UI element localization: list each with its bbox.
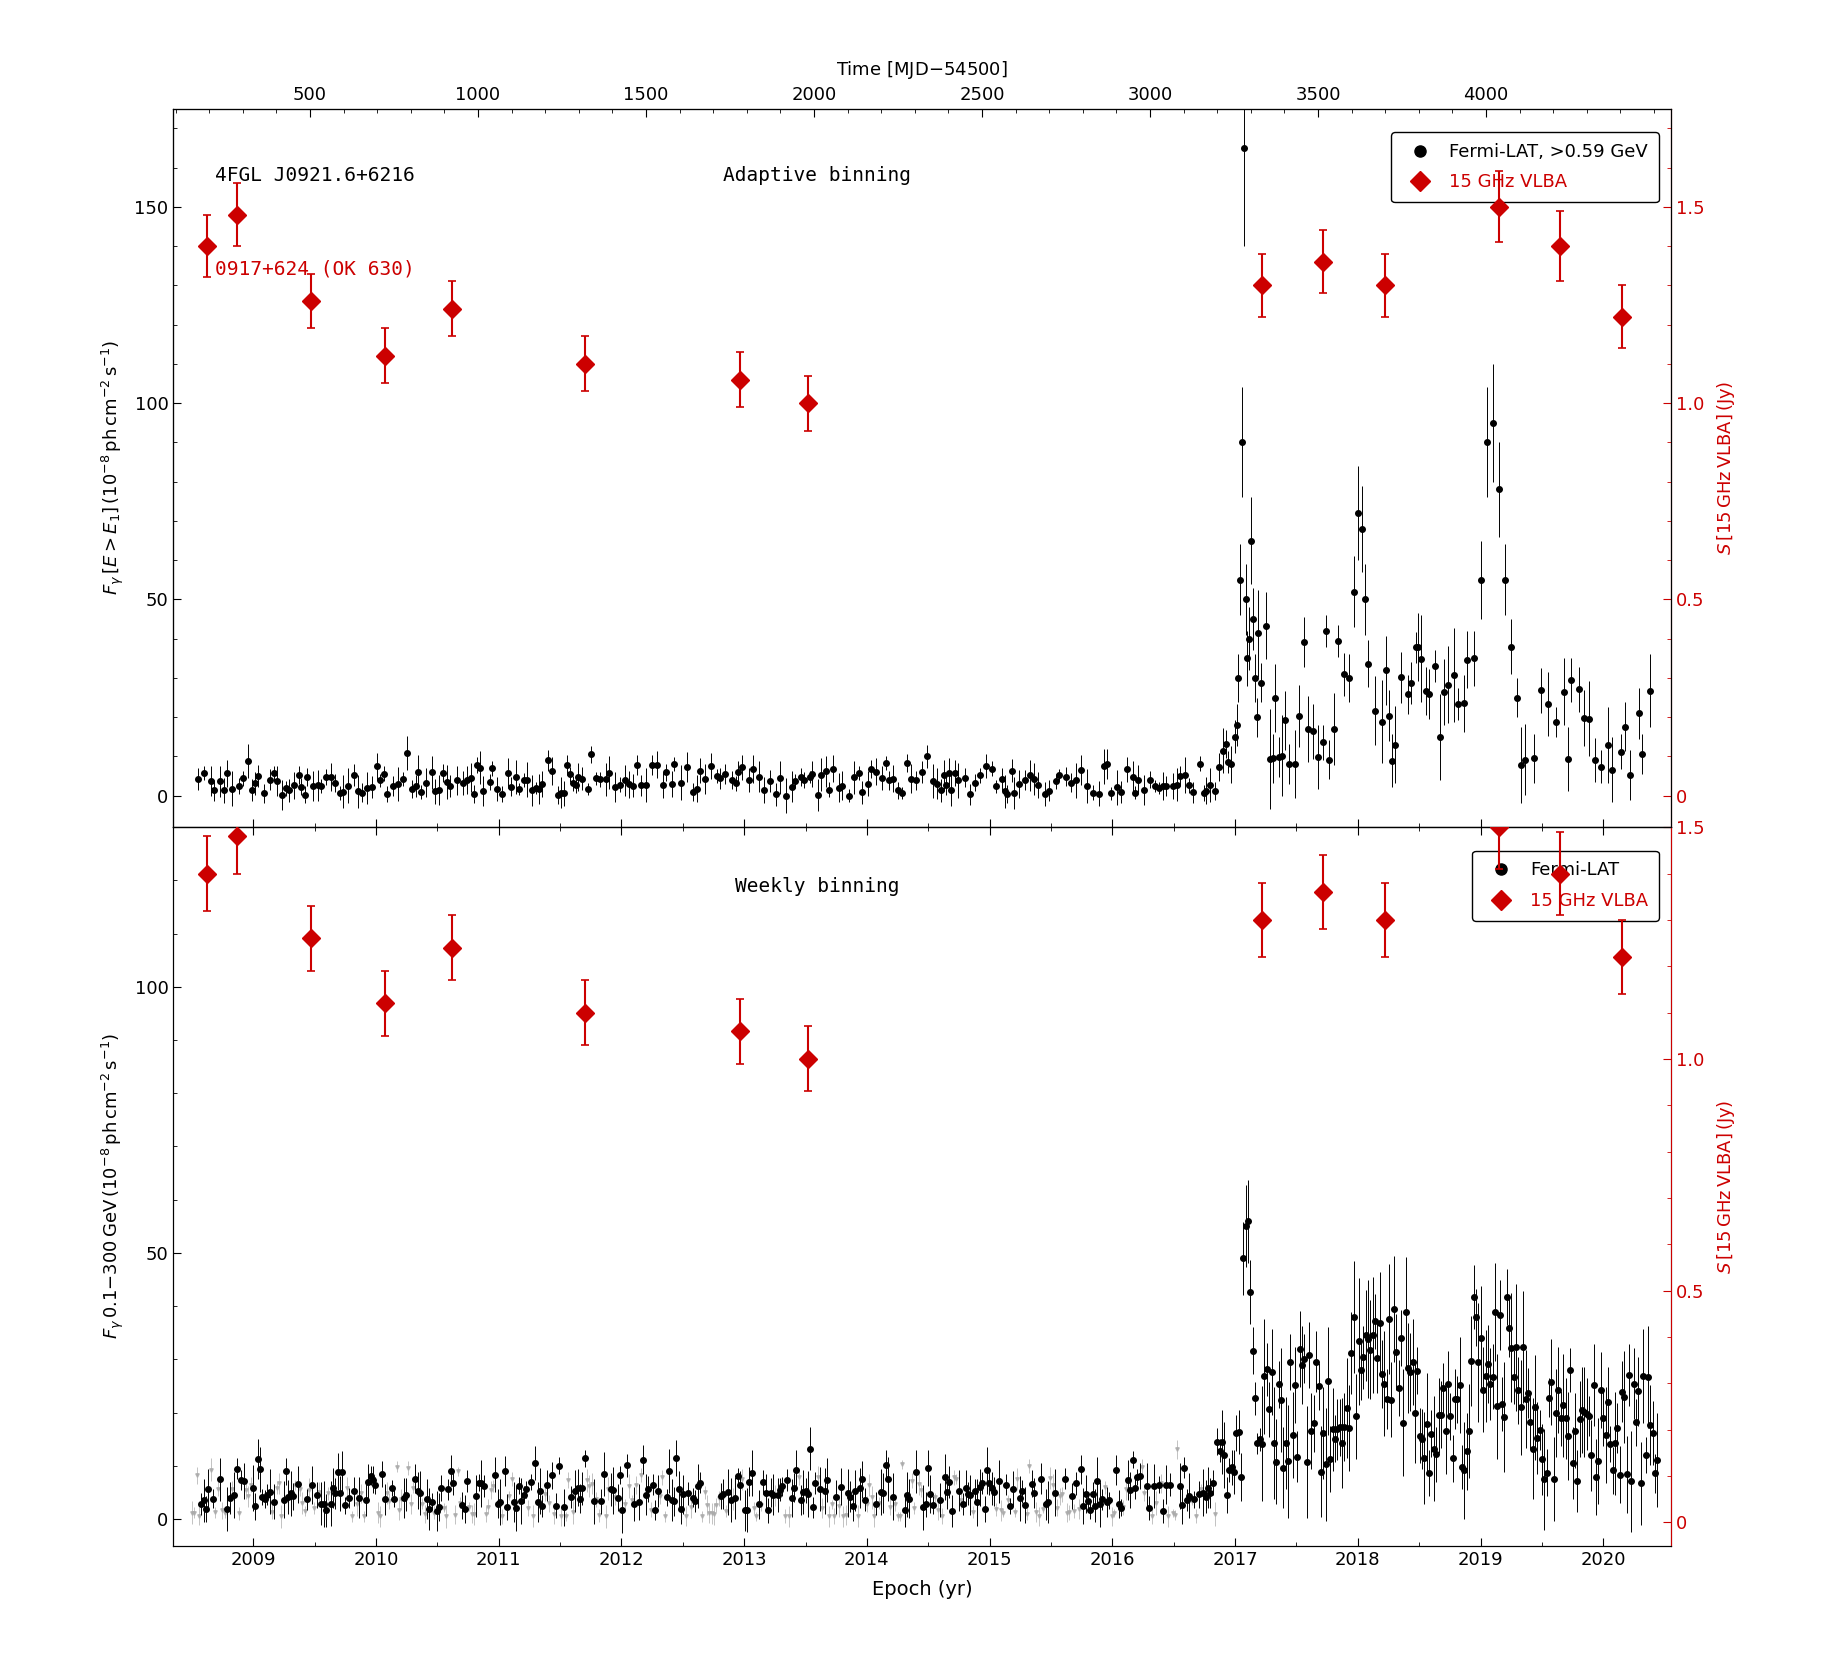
X-axis label: Epoch (yr): Epoch (yr) [871,1579,973,1599]
Legend: Fermi-LAT, 15 GHz VLBA: Fermi-LAT, 15 GHz VLBA [1472,851,1658,921]
Y-axis label: $F_{\gamma}\,0.1{-}300\,{\rm GeV}\,(10^{-8}\,{\rm ph\,cm^{-2}\,s^{-1}})$: $F_{\gamma}\,0.1{-}300\,{\rm GeV}\,(10^{… [100,1033,126,1340]
Legend: Fermi-LAT, >0.59 GeV, 15 GHz VLBA: Fermi-LAT, >0.59 GeV, 15 GHz VLBA [1391,132,1658,202]
Text: Adaptive binning: Adaptive binning [723,165,911,185]
Text: 0917+624 (OK 630): 0917+624 (OK 630) [215,259,415,279]
X-axis label: Time [MJD$-$54500]: Time [MJD$-$54500] [836,58,1008,80]
Y-axis label: $S\,[15\,{\rm GHz\,VLBA}]\,({\rm Jy})$: $S\,[15\,{\rm GHz\,VLBA}]\,({\rm Jy})$ [1715,1100,1737,1273]
Text: Weekly binning: Weekly binning [736,877,900,896]
Y-axis label: $S\,[15\,{\rm GHz\,VLBA}]\,({\rm Jy})$: $S\,[15\,{\rm GHz\,VLBA}]\,({\rm Jy})$ [1715,381,1737,555]
Text: 4FGL J0921.6+6216: 4FGL J0921.6+6216 [215,165,415,185]
Y-axis label: $F_{\gamma}\,[E{>}E_1]\,(10^{-8}\,{\rm ph\,cm^{-2}\,s^{-1}})$: $F_{\gamma}\,[E{>}E_1]\,(10^{-8}\,{\rm p… [100,341,126,595]
